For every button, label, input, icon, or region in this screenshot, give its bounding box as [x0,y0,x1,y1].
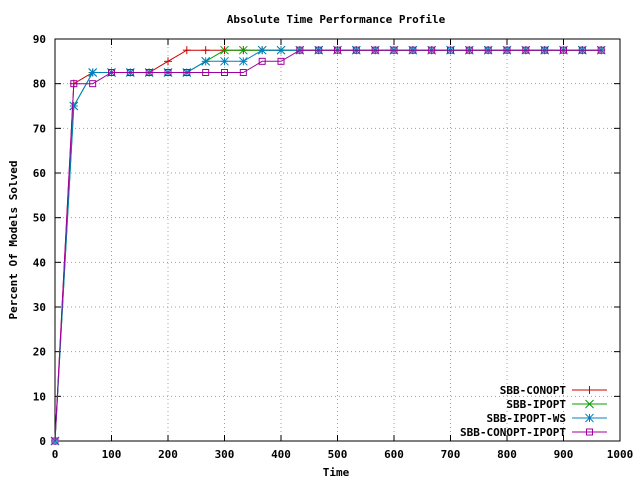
data-point-sbb-conopt [201,46,210,55]
x-axis-label: Time [323,466,350,479]
x-tick-label: 300 [215,448,235,461]
data-point-sbb-ipopt-ws [69,101,79,111]
data-point-sbb-conopt-ipopt [409,46,417,54]
data-point-sbb-conopt-ipopt [447,46,454,54]
y-tick-label: 0 [39,435,46,448]
y-tick-label: 40 [33,256,46,269]
x-tick-label: 600 [384,448,404,461]
x-tick-label: 0 [52,448,59,461]
data-point-sbb-ipopt-ws [276,45,286,55]
data-point-sbb-conopt-ipopt [221,69,228,76]
y-tick-label: 10 [33,390,46,403]
grid [55,39,620,441]
data-point-sbb-ipopt [238,45,248,55]
x-tick-label: 700 [441,448,461,461]
x-tick-label: 500 [328,448,348,461]
legend-label-sbb-conopt: SBB-CONOPT [500,384,567,397]
series-line-sbb-ipopt-ws [54,49,602,442]
x-tick-label: 800 [497,448,517,461]
data-point-sbb-conopt [164,57,172,66]
x-tick-label: 400 [271,448,291,461]
data-point-sbb-conopt-ipopt [183,69,191,76]
data-point-sbb-conopt-ipopt [315,46,323,54]
chart-title: Absolute Time Performance Profile [227,13,446,26]
data-point-sbb-conopt-ipopt [145,69,153,76]
data-point-sbb-conopt-ipopt [522,46,530,54]
data-point-sbb-conopt-ipopt [541,46,549,54]
data-point-sbb-conopt-ipopt [277,57,285,65]
legend-label-sbb-ipopt-ws: SBB-IPOPT-WS [487,412,566,425]
data-point-sbb-conopt-ipopt [70,80,78,88]
data-point-sbb-conopt-ipopt [296,46,304,54]
x-tick-label: 200 [158,448,178,461]
data-point-sbb-ipopt-ws [88,68,98,77]
y-tick-label: 90 [33,33,46,46]
x-tick-label: 100 [102,448,122,461]
data-point-sbb-conopt-ipopt [164,69,172,76]
series-line-sbb-conopt [54,49,602,442]
data-point-sbb-conopt-ipopt [334,46,341,54]
data-point-sbb-conopt-ipopt [484,46,492,54]
data-point-sbb-conopt [182,46,191,55]
series-sbb-conopt-ipopt [51,46,605,445]
legend-marker-sbb-ipopt-ws [585,413,594,423]
series-line-sbb-ipopt [54,49,602,442]
y-tick-label: 60 [33,167,46,180]
data-point-sbb-ipopt-ws [220,56,229,66]
data-point-sbb-conopt-ipopt [560,46,567,54]
data-point-sbb-conopt-ipopt [390,46,398,54]
data-point-sbb-conopt-ipopt [465,46,473,54]
y-axis-label: Percent Of Models Solved [7,161,20,320]
data-point-sbb-ipopt [220,45,229,55]
data-point-sbb-conopt-ipopt [371,46,379,54]
data-point-sbb-conopt-ipopt [597,46,605,54]
legend-marker-sbb-ipopt [585,399,594,409]
data-point-sbb-conopt-ipopt [108,69,115,76]
data-point-sbb-ipopt-ws [238,56,248,66]
x-tick-label: 1000 [607,448,634,461]
y-tick-label: 70 [33,122,46,135]
data-point-sbb-conopt-ipopt [578,46,586,54]
data-point-sbb-conopt-ipopt [428,46,436,54]
data-point-sbb-ipopt-ws [201,56,211,66]
y-tick-label: 80 [33,78,46,91]
legend: SBB-CONOPTSBB-IPOPTSBB-IPOPT-WSSBB-CONOP… [460,384,607,439]
series-line-sbb-conopt-ipopt [54,49,602,442]
y-tick-label: 20 [33,346,46,359]
data-point-sbb-conopt-ipopt [258,57,266,65]
legend-marker-sbb-conopt [585,386,594,394]
series-layer [50,45,606,446]
y-tick-label: 50 [33,212,46,225]
legend-label-sbb-ipopt: SBB-IPOPT [506,398,566,411]
x-tick-label: 900 [554,448,574,461]
y-tick-label: 30 [33,301,46,314]
legend-label-sbb-conopt-ipopt: SBB-CONOPT-IPOPT [460,426,566,439]
data-point-sbb-conopt-ipopt [202,69,210,76]
data-point-sbb-conopt-ipopt [352,46,360,54]
legend-marker-sbb-conopt-ipopt [586,428,593,436]
data-point-sbb-conopt-ipopt [239,69,247,76]
data-point-sbb-conopt-ipopt [126,69,134,76]
data-point-sbb-conopt-ipopt [89,80,97,88]
data-point-sbb-ipopt-ws [257,45,267,55]
data-point-sbb-conopt-ipopt [503,46,511,54]
data-point-sbb-conopt-ipopt [51,437,59,445]
